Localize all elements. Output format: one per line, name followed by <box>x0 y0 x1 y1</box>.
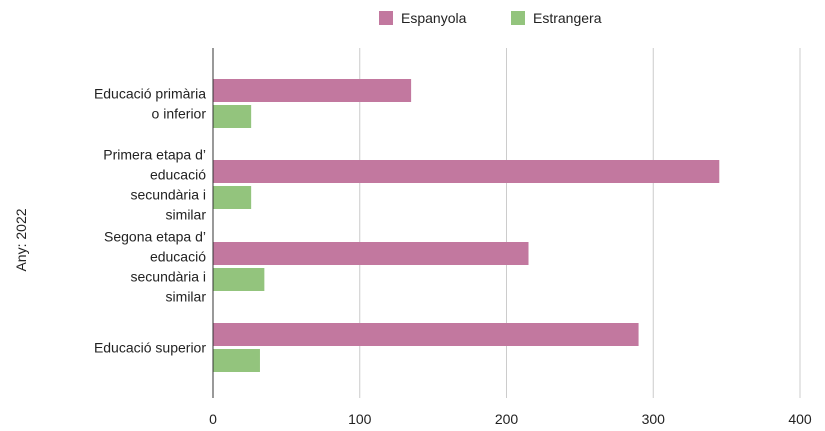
x-tick-label: 200 <box>495 411 519 427</box>
legend-label-espanyola: Espanyola <box>401 10 467 26</box>
bar-estrangera-2 <box>213 268 265 291</box>
bars <box>213 79 720 372</box>
bar-estrangera-3 <box>213 349 260 372</box>
category-label-0: Educació primària o inferior <box>94 86 206 122</box>
bar-espanyola-1 <box>213 160 720 183</box>
legend: Espanyola Estrangera <box>379 10 602 26</box>
category-label-2: Segona etapa d’ educació secundària i simil… <box>104 229 206 305</box>
bar-espanyola-3 <box>213 323 639 346</box>
legend-swatch-espanyola <box>379 11 393 25</box>
category-labels: Educació primària o inferior Primera etapa… <box>94 86 206 356</box>
category-label-3: Educació superior <box>94 340 206 356</box>
x-tick-label: 100 <box>348 411 372 427</box>
x-axis-tick-labels: 0 100 200 300 400 <box>209 411 812 427</box>
y-axis-title: Any: 2022 <box>13 208 29 271</box>
legend-swatch-estrangera <box>511 11 525 25</box>
bar-espanyola-0 <box>213 79 412 102</box>
legend-label-estrangera: Estrangera <box>533 10 602 26</box>
category-label-1: Primera etapa d’ educació secundària i simi… <box>103 147 206 223</box>
x-tick-label: 300 <box>642 411 666 427</box>
x-tick-label: 400 <box>788 411 812 427</box>
bar-espanyola-2 <box>213 242 529 265</box>
x-tick-label: 0 <box>209 411 217 427</box>
bar-estrangera-0 <box>213 105 252 128</box>
bar-estrangera-1 <box>213 186 252 209</box>
